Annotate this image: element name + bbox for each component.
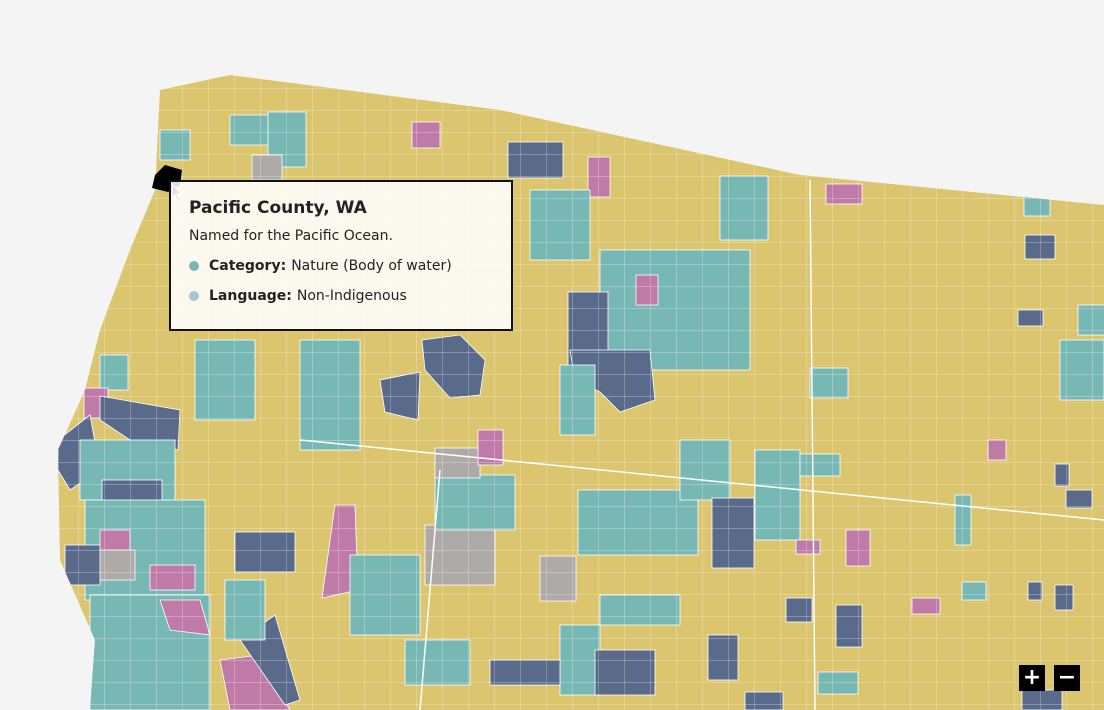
state-lines xyxy=(299,179,1104,710)
zoom-out-button[interactable]: − xyxy=(1054,665,1080,691)
field-value: Non-Indigenous xyxy=(296,288,407,304)
field-value: Nature (Body of water) xyxy=(291,258,452,274)
category-dot xyxy=(189,261,199,271)
tooltip: Pacific County, WA Named for the Pacific… xyxy=(169,180,513,331)
language-dot xyxy=(189,291,199,301)
field-label: Language: xyxy=(209,288,292,304)
tooltip-row: Language: Non-Indigenous xyxy=(189,288,493,304)
tooltip-description: Named for the Pacific Ocean. xyxy=(189,228,393,244)
zoom-in-button[interactable]: + xyxy=(1019,665,1045,691)
tooltip-row: Category: Nature (Body of water) xyxy=(189,258,493,274)
field-label: Category: xyxy=(209,258,287,274)
tooltip-title: Pacific County, WA xyxy=(189,198,367,218)
